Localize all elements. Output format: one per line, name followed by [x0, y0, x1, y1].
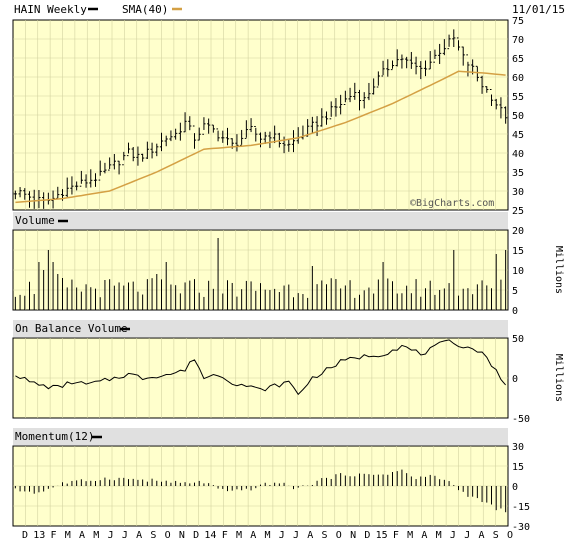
x-tick-label: A [136, 530, 142, 541]
obv-line [15, 339, 506, 396]
bigcharts-watermark: ©BigCharts.com [410, 198, 494, 209]
x-tick-label: M [236, 530, 242, 541]
volume-title: Volume [15, 214, 55, 227]
x-tick-label: S [322, 530, 328, 541]
x-tick-label: J [293, 530, 299, 541]
x-tick-label: D [193, 530, 199, 541]
x-tick-label: A [79, 530, 85, 541]
x-tick-label: J [450, 530, 456, 541]
momentum-y-tick: 30 [512, 442, 524, 453]
panels-layer: 2530354045505560657075©BigCharts.comVolu… [12, 16, 564, 541]
x-tick-label: 13 [33, 530, 45, 541]
x-tick-label: O [507, 530, 513, 541]
x-tick-label: O [336, 530, 342, 541]
x-tick-label: J [279, 530, 285, 541]
x-tick-label: A [478, 530, 484, 541]
volume-header-bar [13, 212, 508, 229]
x-tick-label: M [407, 530, 413, 541]
price-y-tick: 70 [512, 35, 524, 46]
obv-y-tick: 50 [512, 334, 524, 345]
momentum-title: Momentum(12) [15, 430, 94, 443]
x-tick-label: O [165, 530, 171, 541]
momentum-header-bar [13, 428, 508, 445]
obv-units: Millions [553, 354, 564, 402]
symbol-label: HAIN Weekly [14, 3, 87, 16]
x-tick-label: F [51, 530, 57, 541]
x-tick-label: M [93, 530, 99, 541]
price-y-tick: 75 [512, 16, 524, 27]
x-tick-label: M [436, 530, 442, 541]
momentum-y-tick: 15 [512, 462, 524, 473]
volume-y-tick: 10 [512, 266, 524, 277]
x-tick-label: A [307, 530, 313, 541]
price-y-tick: 40 [512, 149, 524, 160]
header-strip [0, 0, 568, 18]
x-tick-label: D [22, 530, 28, 541]
x-tick-label: J [464, 530, 470, 541]
obv-y-tick: -50 [512, 414, 530, 425]
sma-label: SMA(40) [122, 3, 168, 16]
price-y-tick: 50 [512, 111, 524, 122]
x-tick-label: D [364, 530, 370, 541]
obv-header-bar [13, 320, 508, 337]
x-tick-label: A [250, 530, 256, 541]
price-y-tick: 35 [512, 168, 524, 179]
x-tick-label: S [150, 530, 156, 541]
x-tick-label: N [179, 530, 185, 541]
price-y-tick: 65 [512, 54, 524, 65]
x-tick-label: J [122, 530, 128, 541]
x-tick-label: S [493, 530, 499, 541]
x-tick-label: M [264, 530, 270, 541]
x-tick-label: 14 [204, 530, 216, 541]
x-tick-label: N [350, 530, 356, 541]
obv-title: On Balance Volume [15, 322, 128, 335]
volume-y-tick: 20 [512, 226, 524, 237]
volume-y-tick: 15 [512, 246, 524, 257]
obv-y-tick: 0 [512, 374, 518, 385]
volume-y-tick: 0 [512, 306, 518, 317]
x-tick-label: J [108, 530, 114, 541]
price-y-tick: 55 [512, 92, 524, 103]
momentum-y-tick: 0 [512, 482, 518, 493]
price-y-tick: 25 [512, 206, 524, 217]
price-y-tick: 60 [512, 73, 524, 84]
chart-date: 11/01/15 [512, 3, 565, 16]
x-tick-label: 15 [376, 530, 388, 541]
momentum-y-tick: -15 [512, 502, 530, 513]
volume-y-tick: 5 [512, 286, 518, 297]
volume-units: Millions [553, 246, 564, 294]
x-tick-label: F [222, 530, 228, 541]
momentum-y-tick: -30 [512, 522, 530, 533]
price-y-tick: 45 [512, 130, 524, 141]
x-tick-label: A [421, 530, 427, 541]
sma-line [15, 70, 506, 204]
x-tick-label: F [393, 530, 399, 541]
price-y-tick: 30 [512, 187, 524, 198]
x-tick-label: M [65, 530, 71, 541]
